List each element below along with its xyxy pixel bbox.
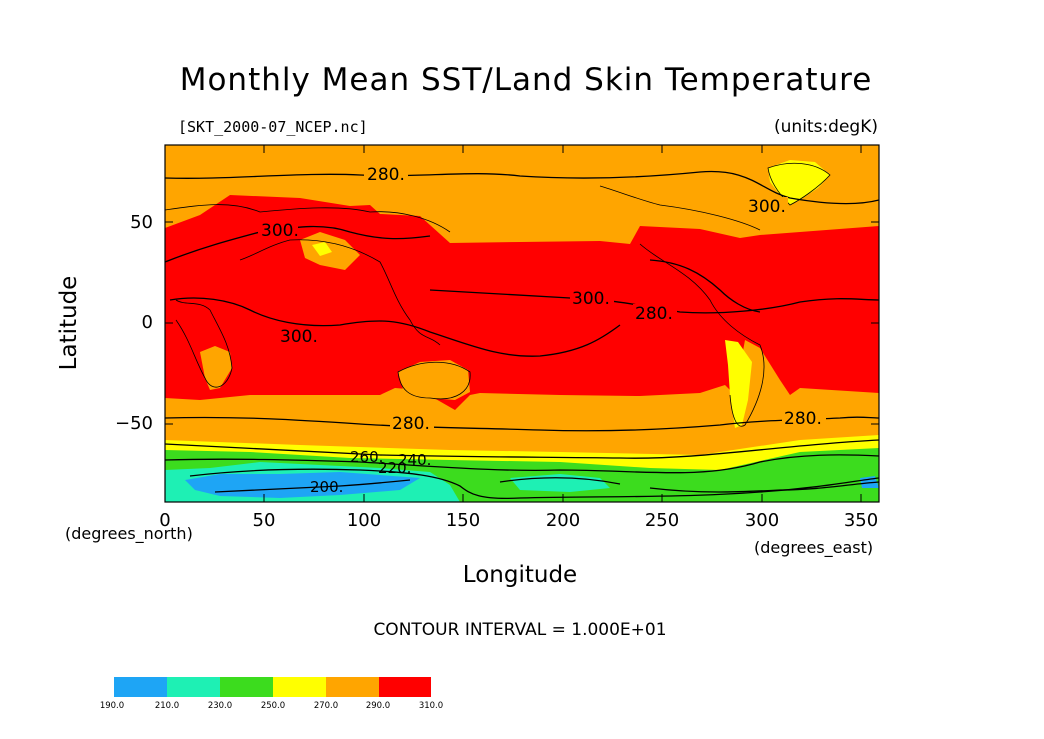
- x-tick-label: 50: [252, 510, 276, 531]
- x-axis-label: Longitude: [462, 562, 578, 588]
- band-blue: [185, 472, 420, 498]
- contour-label: 300.: [572, 289, 610, 309]
- colorbar-label: 290.0: [365, 701, 391, 711]
- x-ticks: [263, 145, 862, 502]
- coastlines: [165, 162, 831, 427]
- colorbar-label: 270.0: [313, 701, 339, 711]
- contour-label: 200.: [310, 478, 343, 496]
- contour-label: 300.: [280, 327, 318, 347]
- africa-patch: [200, 346, 232, 390]
- contour-lines: [165, 170, 879, 500]
- x-tick-label: 100: [346, 510, 382, 531]
- australia-patch: [398, 360, 470, 400]
- contour-label: 280.: [635, 304, 673, 324]
- contour-label: 240.: [398, 451, 431, 469]
- x-tick-label: 150: [445, 510, 481, 531]
- y-tick-label: −50: [115, 413, 153, 434]
- contour-label: 220.: [378, 459, 411, 477]
- colorbar-swatch: [167, 677, 220, 697]
- contour-label: 280.: [367, 165, 405, 185]
- colorbar-label: 210.0: [154, 701, 180, 711]
- contour-label-group: 280. 300. 300. 300. 280. 300. 280. 280. …: [258, 165, 826, 496]
- temperature-field: 280. 300. 300. 300. 280. 300. 280. 280. …: [165, 145, 879, 502]
- file-label: [SKT_2000-07_NCEP.nc]: [178, 118, 368, 136]
- colorbar-label: 230.0: [207, 701, 233, 711]
- x-tick-label: 300: [744, 510, 780, 531]
- andes-yellow: [725, 340, 752, 428]
- greenland-yellow: [768, 160, 830, 205]
- contour-label: 300.: [748, 197, 786, 217]
- contour-label: 260.: [350, 448, 383, 466]
- x-tick-label: 350: [843, 510, 879, 531]
- x-tick-label: 0: [159, 510, 171, 531]
- y-ticks: [165, 221, 879, 425]
- contour-label: 280.: [784, 409, 822, 429]
- colorbar-label: 310.0: [418, 701, 444, 711]
- colorbar: [114, 677, 431, 697]
- contour-interval-note: CONTOUR INTERVAL = 1.000E+01: [373, 620, 667, 640]
- colorbar-swatch: [273, 677, 326, 697]
- x-tick-label: 200: [545, 510, 581, 531]
- y-tick-label: 0: [141, 312, 153, 333]
- tibet-yellow: [312, 242, 332, 256]
- y-tick-label: 50: [130, 212, 153, 233]
- colorbar-swatch: [220, 677, 273, 697]
- colorbar-swatch: [379, 677, 431, 697]
- plot-title: Monthly Mean SST/Land Skin Temperature: [179, 62, 873, 98]
- colorbar-swatch: [114, 677, 167, 697]
- contour-label: 280.: [392, 414, 430, 434]
- units-label: (units:degK): [774, 117, 878, 137]
- colorbar-label: 190.0: [99, 701, 125, 711]
- contour-label: 300.: [261, 221, 299, 241]
- colorbar-label: 250.0: [260, 701, 286, 711]
- x-tick-label: 250: [644, 510, 680, 531]
- x-unit-label: (degrees_east): [754, 538, 874, 557]
- colorbar-swatch: [326, 677, 379, 697]
- y-unit-label: (degrees_north): [65, 524, 193, 543]
